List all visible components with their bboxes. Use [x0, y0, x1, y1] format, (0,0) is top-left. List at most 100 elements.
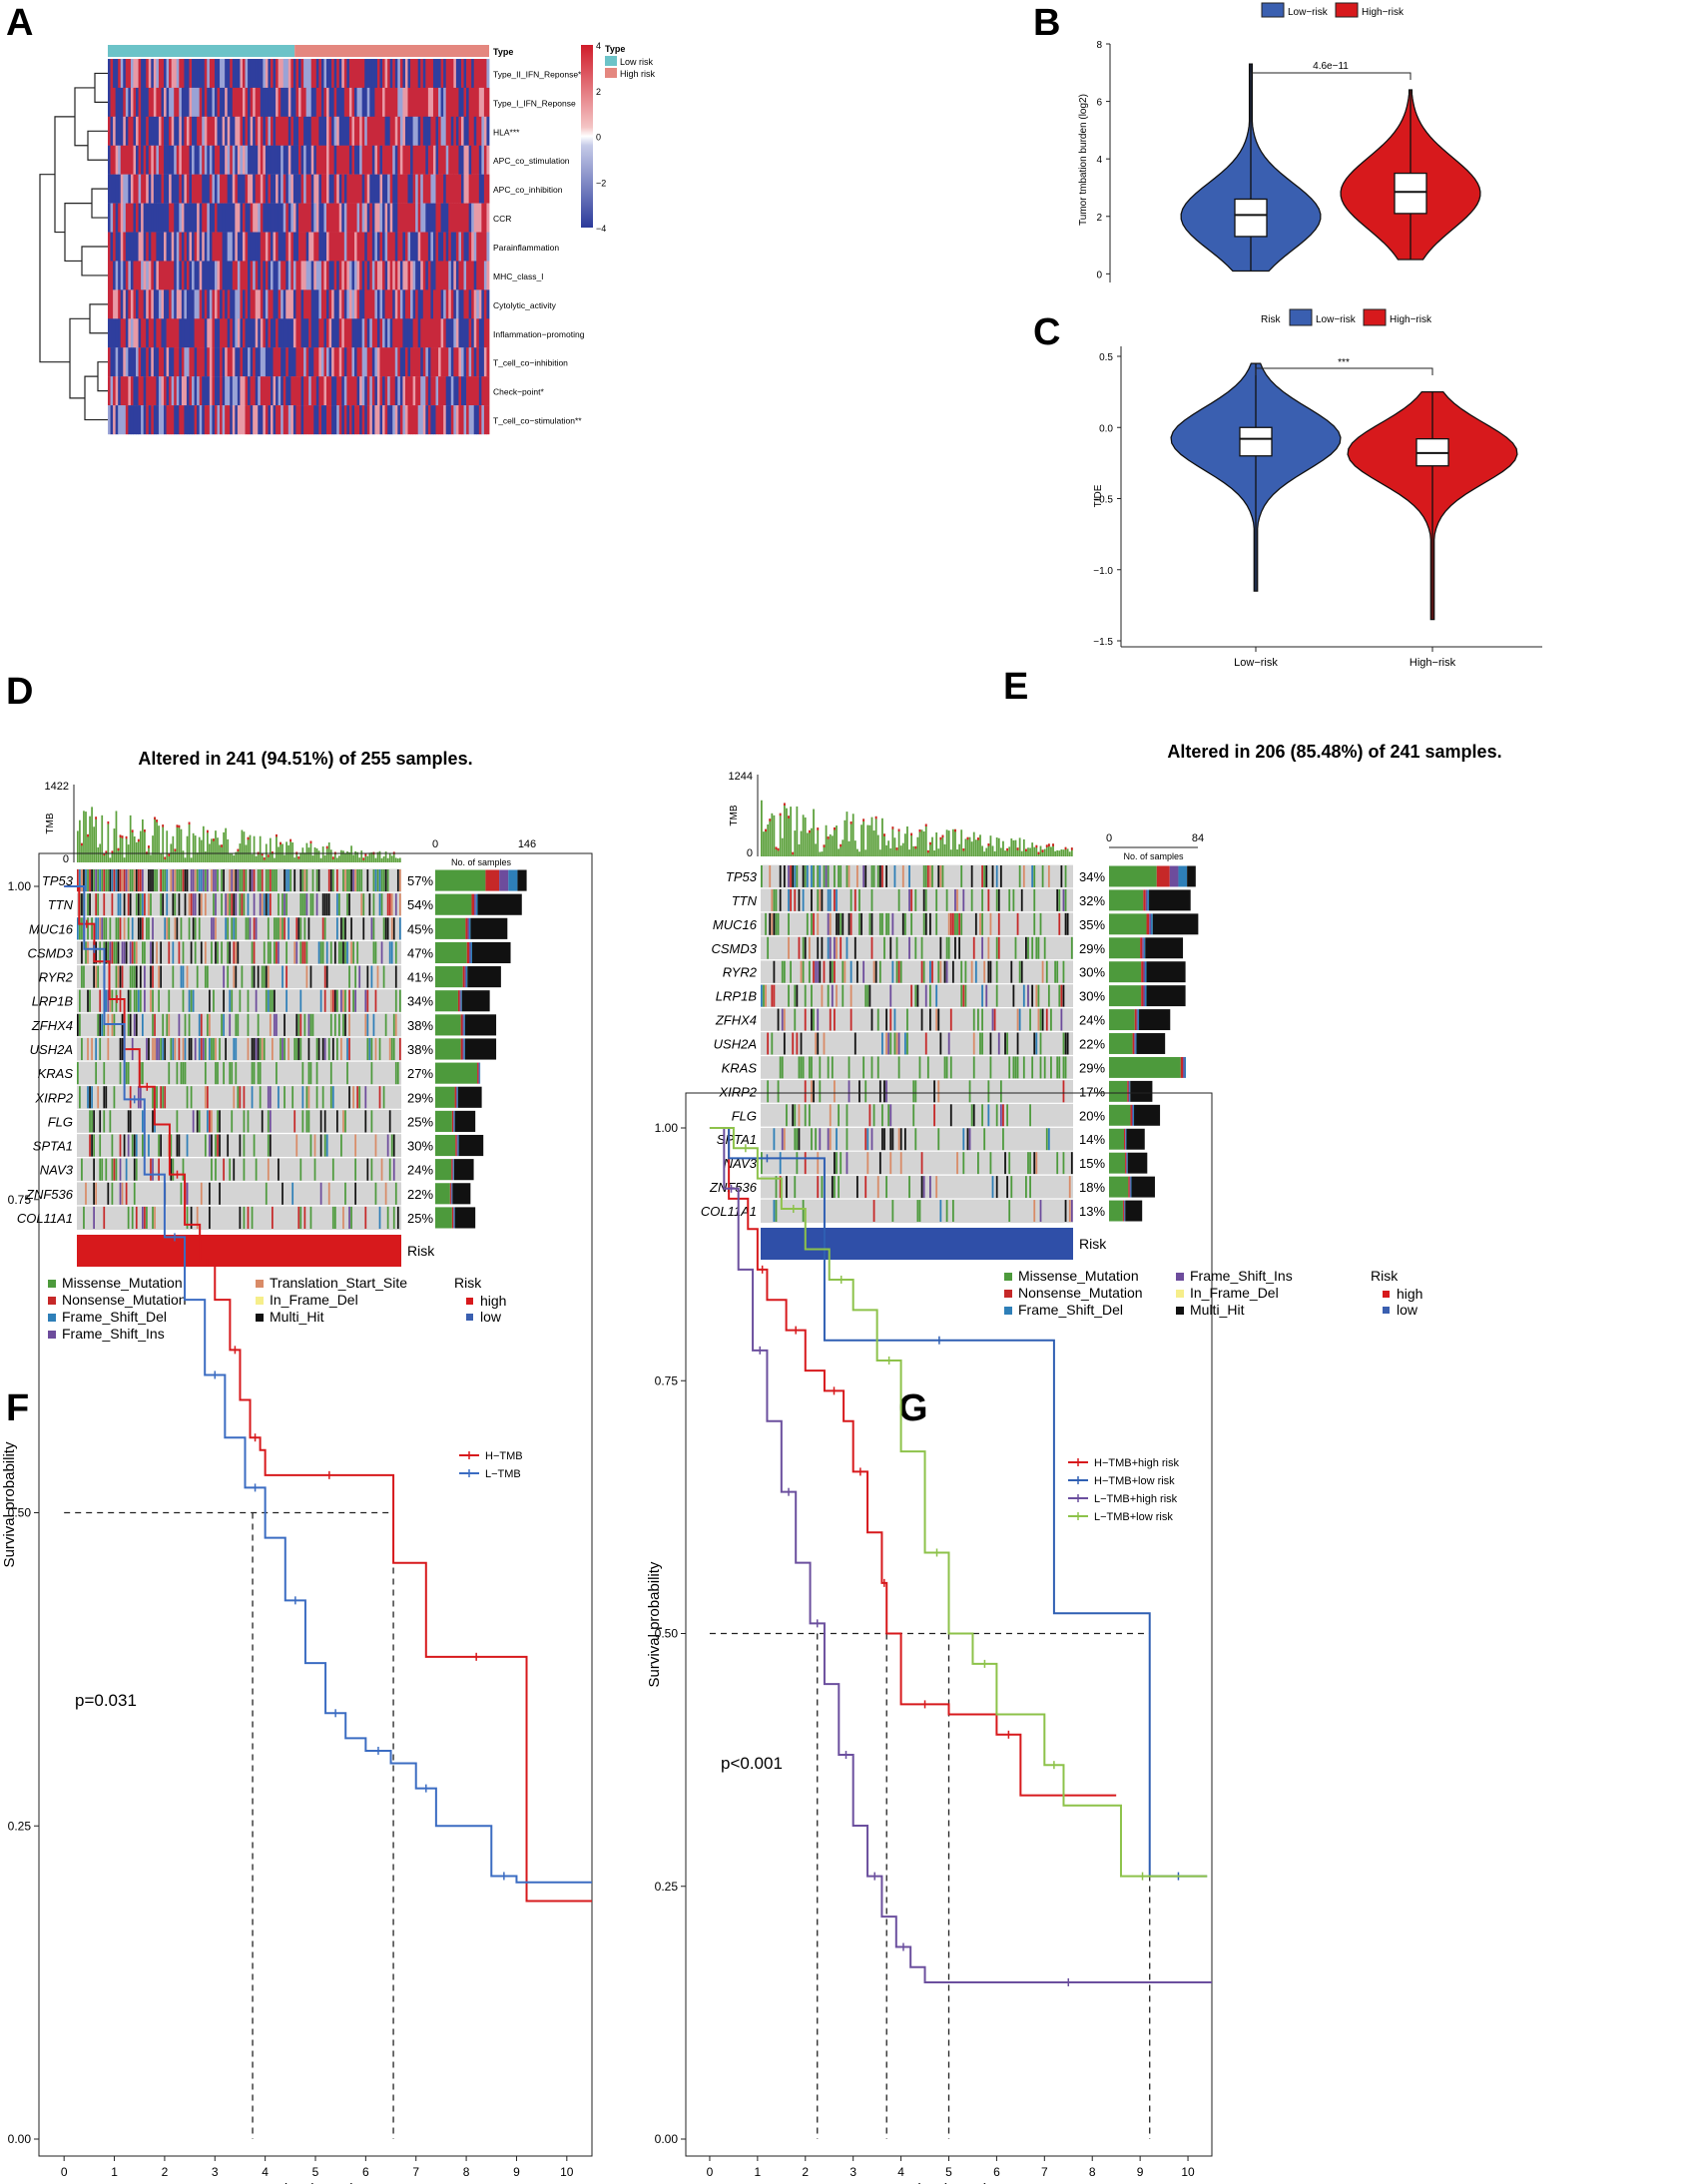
- heat-cell: [323, 174, 327, 204]
- heat-cell: [389, 203, 393, 233]
- heat-cell: [176, 145, 180, 175]
- mutation-cell: [788, 912, 790, 935]
- mutation-cell: [93, 1134, 95, 1157]
- mutation-cell: [394, 965, 397, 988]
- heat-cell: [235, 174, 239, 204]
- heat-cell: [270, 87, 274, 118]
- heat-cell: [204, 116, 208, 146]
- legend-low-risk: Low−risk: [1288, 7, 1329, 18]
- heat-cell: [300, 289, 304, 319]
- mutation-cell: [906, 1032, 908, 1055]
- mutation-cell: [307, 1037, 310, 1061]
- x-tick-1: High−risk: [1410, 657, 1456, 669]
- mutation-cell: [209, 1013, 211, 1036]
- tmb-bar: [895, 847, 898, 856]
- mutation-cell: [148, 893, 150, 916]
- mutation-cell: [107, 869, 110, 892]
- heat-cell: [468, 405, 472, 435]
- heat-cell: [366, 116, 370, 146]
- tmb-bar: [166, 830, 169, 862]
- mutation-cell: [233, 1158, 236, 1181]
- mutation-cell: [131, 1206, 134, 1229]
- heat-cell: [468, 289, 472, 319]
- heat-cell: [356, 318, 360, 348]
- mutation-cell: [366, 1158, 369, 1181]
- heat-cell: [305, 376, 309, 406]
- colorbar-tick-0: 4: [596, 41, 601, 51]
- mutation-cell: [870, 936, 873, 959]
- heat-cell: [265, 347, 269, 377]
- mutation-cell: [924, 1032, 927, 1055]
- heat-cell: [389, 87, 393, 118]
- heat-cell: [128, 376, 132, 406]
- heat-cell: [376, 116, 380, 146]
- gene-bar-seg: [435, 1014, 461, 1036]
- heat-cell: [176, 116, 180, 146]
- mutation-cell: [229, 1158, 232, 1181]
- tmb-bar-nonsense: [910, 832, 913, 836]
- heat-cell: [197, 145, 201, 175]
- heat-cell: [425, 116, 429, 146]
- mutation-cell: [107, 1037, 110, 1061]
- gene-bar-seg: [1151, 913, 1153, 935]
- risk-legend-high: high: [480, 1293, 506, 1309]
- heat-cell: [179, 145, 183, 175]
- tmb-bar: [947, 830, 950, 856]
- heat-cell: [255, 174, 259, 204]
- gene-bar-seg: [1125, 1128, 1126, 1150]
- mutation-cell: [166, 917, 169, 940]
- heat-cell: [303, 59, 307, 89]
- mutation-cell: [895, 960, 898, 983]
- heat-cell: [227, 116, 231, 146]
- heat-cell: [146, 174, 150, 204]
- heat-cell: [179, 87, 183, 118]
- mutation-cell: [1018, 1008, 1021, 1031]
- mutation-cell: [186, 1182, 189, 1205]
- gene-percent-2: 45%: [407, 921, 433, 936]
- heat-cell: [425, 87, 429, 118]
- heat-cell: [151, 116, 155, 146]
- y-tick-1: 0.25: [655, 1880, 679, 1894]
- heat-cell: [348, 289, 352, 319]
- heat-cell: [448, 405, 452, 435]
- mutation-cell: [876, 865, 879, 887]
- mutation-cell: [259, 1062, 262, 1085]
- mutation-cell: [315, 869, 318, 892]
- heat-cell: [230, 289, 234, 319]
- mutation-cell: [360, 869, 363, 892]
- mutation-cell: [127, 869, 130, 892]
- heat-cell: [245, 318, 249, 348]
- heat-cell: [141, 376, 145, 406]
- mutation-cell: [870, 888, 873, 911]
- mutation-cell: [272, 869, 274, 892]
- mutation-cell: [1058, 912, 1061, 935]
- heat-cell: [225, 174, 229, 204]
- mutation-cell: [388, 941, 391, 964]
- heat-cell: [435, 174, 439, 204]
- heat-cell: [295, 289, 299, 319]
- heat-cell: [379, 318, 383, 348]
- mutation-cell: [196, 965, 199, 988]
- heat-cell: [348, 145, 352, 175]
- heat-cell: [217, 203, 221, 233]
- mutation-cell: [129, 1110, 132, 1133]
- mutation-cell: [870, 1008, 873, 1031]
- tmb-bar-nonsense: [788, 816, 790, 819]
- heat-cell: [115, 145, 119, 175]
- mutation-cell: [215, 1062, 217, 1085]
- heat-cell: [354, 174, 357, 204]
- heat-cell: [222, 116, 226, 146]
- tmb-bar-nonsense: [309, 840, 312, 843]
- heat-cell: [258, 232, 262, 262]
- legend-item-4: Translation_Start_Site: [270, 1275, 407, 1291]
- mutation-cell: [997, 936, 1000, 959]
- mutation-cell: [133, 989, 136, 1012]
- mutation-cell: [184, 893, 187, 916]
- mutation-cell: [129, 1013, 132, 1036]
- tmb-bar: [135, 841, 138, 862]
- legend-title: Risk: [1261, 314, 1281, 325]
- mutation-cell: [280, 917, 282, 940]
- mutation-cell: [95, 893, 98, 916]
- tmb-bar: [933, 850, 935, 856]
- gene-percent-7: 22%: [1079, 1037, 1105, 1052]
